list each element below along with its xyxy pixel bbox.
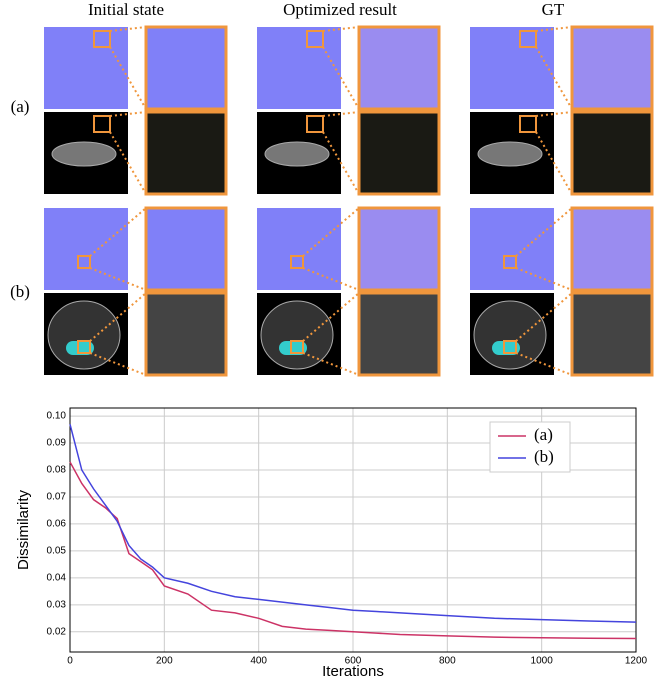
thumbnail-object: [492, 341, 520, 355]
y-tick-label: 0.09: [47, 438, 67, 449]
row-label: (a): [11, 97, 30, 116]
thumbnail-object: [47, 300, 121, 370]
zoom-connector: [535, 131, 573, 195]
zoom-view: [570, 110, 654, 196]
zoom-connector: [109, 111, 147, 117]
zoom-connector: [515, 292, 573, 342]
zoom-box: [93, 30, 111, 48]
zoom-view: [357, 206, 441, 292]
zoom-view: [570, 291, 654, 377]
thumbnail-object: [279, 341, 307, 355]
thumbnail: [44, 27, 128, 109]
y-tick-label: 0.04: [47, 572, 67, 583]
zoom-connector: [109, 46, 147, 110]
zoom-view: [144, 110, 228, 196]
zoom-connector: [535, 111, 573, 117]
thumbnail: [257, 27, 341, 109]
zoom-view: [570, 206, 654, 292]
x-tick-label: 1200: [625, 656, 648, 667]
y-tick-label: 0.08: [47, 465, 67, 476]
zoom-connector: [302, 207, 360, 257]
x-tick-label: 0: [67, 656, 73, 667]
zoom-box: [77, 340, 91, 354]
column-header: Initial state: [88, 0, 164, 19]
plot-frame: [69, 407, 637, 653]
zoom-box: [503, 255, 517, 269]
x-tick-label: 600: [345, 656, 362, 667]
thumbnail-object: [264, 141, 330, 167]
zoom-connector: [302, 352, 360, 376]
zoom-view: [570, 25, 654, 111]
thumbnail-object: [477, 141, 543, 167]
zoom-box: [93, 115, 111, 133]
thumbnail: [470, 27, 554, 109]
row-label: (b): [10, 282, 30, 301]
zoom-connector: [302, 292, 360, 342]
zoom-box: [306, 115, 324, 133]
zoom-connector: [322, 46, 360, 110]
zoom-box: [519, 115, 537, 133]
zoom-connector: [302, 267, 360, 291]
thumbnail: [44, 208, 128, 290]
thumbnail: [257, 208, 341, 290]
zoom-connector: [109, 26, 147, 32]
zoom-box: [503, 340, 517, 354]
zoom-connector: [322, 131, 360, 195]
zoom-box: [77, 255, 91, 269]
legend-label: (b): [534, 447, 554, 466]
series-line: [69, 461, 637, 640]
zoom-box: [290, 255, 304, 269]
zoom-view: [144, 206, 228, 292]
thumbnail-object: [51, 141, 117, 167]
thumbnail-object: [260, 300, 334, 370]
zoom-connector: [322, 111, 360, 117]
x-tick-label: 1000: [531, 656, 554, 667]
x-axis-label: Iterations: [322, 663, 384, 680]
x-tick-label: 800: [439, 656, 456, 667]
zoom-connector: [535, 26, 573, 32]
zoom-view: [357, 291, 441, 377]
thumbnail: [470, 208, 554, 290]
zoom-connector: [535, 46, 573, 110]
zoom-view: [357, 110, 441, 196]
x-tick-label: 200: [156, 656, 173, 667]
zoom-connector: [89, 267, 147, 291]
y-tick-label: 0.02: [47, 626, 67, 637]
legend-label: (a): [534, 425, 553, 444]
column-header: GT: [542, 0, 565, 19]
column-header: Optimized result: [283, 0, 397, 19]
zoom-box: [290, 340, 304, 354]
y-tick-label: 0.07: [47, 492, 67, 503]
zoom-connector: [515, 267, 573, 291]
zoom-box: [306, 30, 324, 48]
zoom-view: [357, 25, 441, 111]
x-tick-label: 400: [250, 656, 267, 667]
zoom-connector: [109, 131, 147, 195]
zoom-box: [519, 30, 537, 48]
y-tick-label: 0.05: [47, 546, 67, 557]
zoom-connector: [89, 292, 147, 342]
series-line: [69, 423, 637, 623]
image-grid: [44, 25, 654, 377]
zoom-view: [144, 291, 228, 377]
zoom-view: [144, 25, 228, 111]
y-axis-label: Dissimilarity: [15, 490, 32, 570]
thumbnail-object: [473, 300, 547, 370]
zoom-connector: [322, 26, 360, 32]
zoom-connector: [89, 207, 147, 257]
y-tick-label: 0.03: [47, 599, 67, 610]
thumbnail-object: [66, 341, 94, 355]
y-tick-label: 0.06: [47, 519, 67, 530]
legend-box: [489, 421, 571, 473]
zoom-connector: [89, 352, 147, 376]
zoom-connector: [515, 352, 573, 376]
zoom-connector: [515, 207, 573, 257]
y-tick-label: 0.10: [47, 411, 67, 422]
